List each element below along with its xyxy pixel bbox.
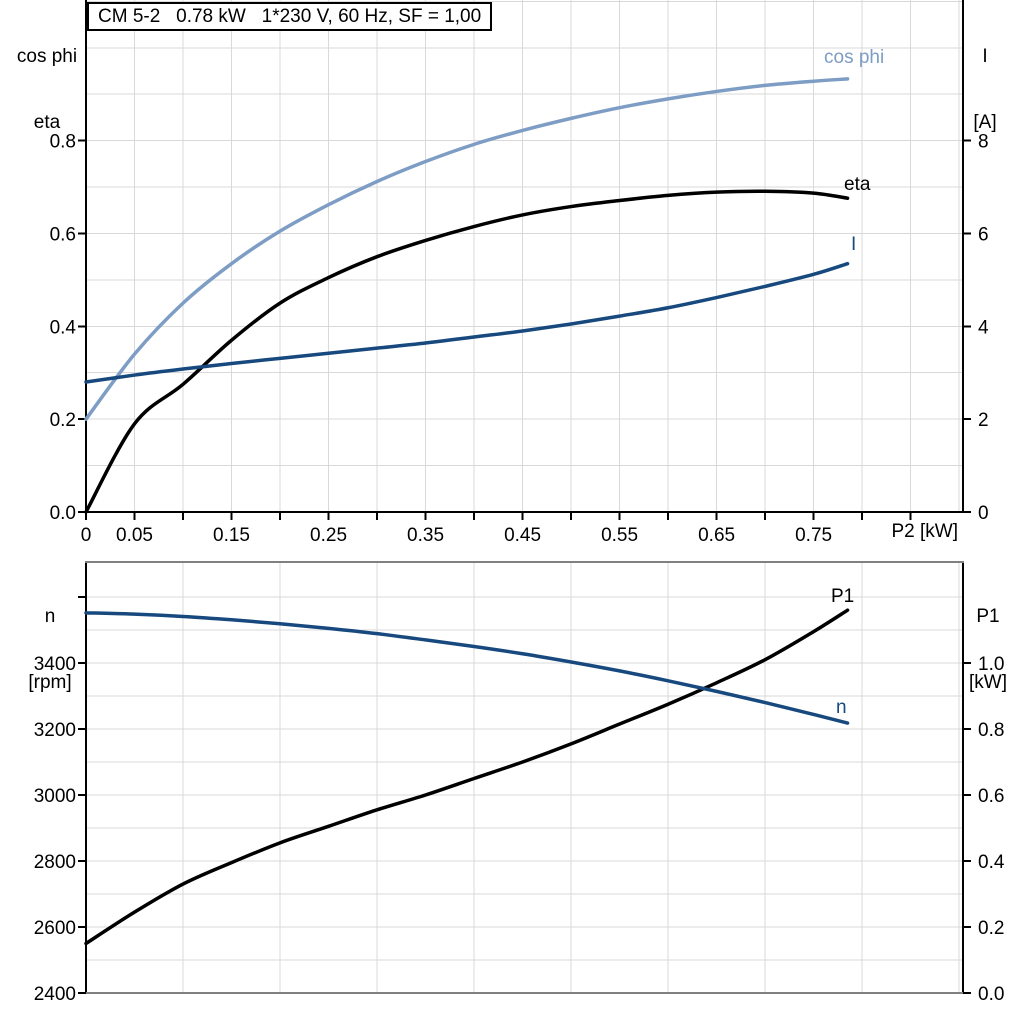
curve-eta (84, 189, 850, 514)
x-tick-label: 0.15 (213, 525, 250, 546)
y-right-tick-label: 2 (978, 410, 989, 431)
y-left-tick-label: 3200 (34, 720, 76, 741)
y-right-tick-label: 0.2 (978, 918, 1004, 939)
y-right-tick-label: 8 (978, 132, 989, 153)
speed-axis-title: n [rpm] (8, 562, 92, 738)
x-tick-label: 0.55 (601, 525, 638, 546)
x-tick-label: 0.05 (116, 525, 153, 546)
y-right-tick-label: 0.0 (978, 984, 1004, 1005)
curve-n (84, 611, 850, 725)
eta-axis-title: eta (33, 112, 61, 133)
speed-axis-title-unit: [rpm] (28, 672, 72, 693)
y-right-tick-label: 1.0 (978, 654, 1004, 675)
y-left-tick-label: 3000 (34, 786, 76, 807)
y-right-tick-label: 4 (978, 317, 989, 338)
y-left-tick-label: 0.0 (50, 503, 76, 524)
y-left-tick-label: 2800 (34, 852, 76, 873)
y-right-tick-label: 0 (978, 503, 989, 524)
current-axis-title-symbol: I (982, 46, 988, 67)
top-left-axis-title: cos phi eta (5, 2, 89, 178)
y-right-tick-label: 0.8 (978, 720, 1004, 741)
x-tick-label: 0.25 (310, 525, 347, 546)
x-tick-label: 0.35 (407, 525, 444, 546)
curve-i (84, 261, 850, 384)
p1-axis-title: P1 [kW] (952, 562, 1024, 738)
x-tick-label: 0.45 (504, 525, 541, 546)
current-curve-label: I (851, 234, 857, 255)
x-tick-label: 0 (81, 525, 92, 546)
x-axis-title: P2 [kW] (891, 521, 958, 542)
y-left-tick-label: 0.2 (50, 410, 76, 431)
curve-cos-phi (84, 77, 850, 421)
y-right-tick-label: 0.6 (978, 786, 1004, 807)
current-axis-title: I [A] (946, 2, 1024, 178)
y-right-tick-label: 0.4 (978, 852, 1005, 873)
y-left-tick-label: 0.6 (50, 224, 76, 245)
x-tick-label: 0.65 (698, 525, 735, 546)
eta-curve-label: eta (844, 174, 871, 195)
y-left-tick-label: 0.4 (50, 317, 77, 338)
p1-axis-title-unit: [kW] (969, 672, 1007, 693)
x-tick-label: 0.75 (795, 525, 832, 546)
cos-phi-axis-title: cos phi (16, 46, 78, 67)
speed-axis-title-symbol: n (44, 606, 56, 627)
current-axis-title-unit: [A] (973, 112, 997, 133)
y-left-tick-label: 2400 (34, 984, 76, 1005)
p1-axis-title-symbol: P1 (976, 606, 1000, 627)
p1-curve-label: P1 (831, 586, 855, 607)
y-right-tick-label: 6 (978, 224, 989, 245)
n-curve-label: n (836, 697, 847, 718)
y-left-tick-label: 3400 (34, 654, 76, 675)
curve-p1 (84, 608, 850, 946)
y-left-tick-label: 2600 (34, 918, 76, 939)
chart-title-box: CM 5-2 0.78 kW 1*230 V, 60 Hz, SF = 1,00 (87, 2, 493, 31)
y-left-tick-label: 0.8 (50, 132, 76, 153)
cos-phi-curve-label: cos phi (824, 47, 885, 68)
